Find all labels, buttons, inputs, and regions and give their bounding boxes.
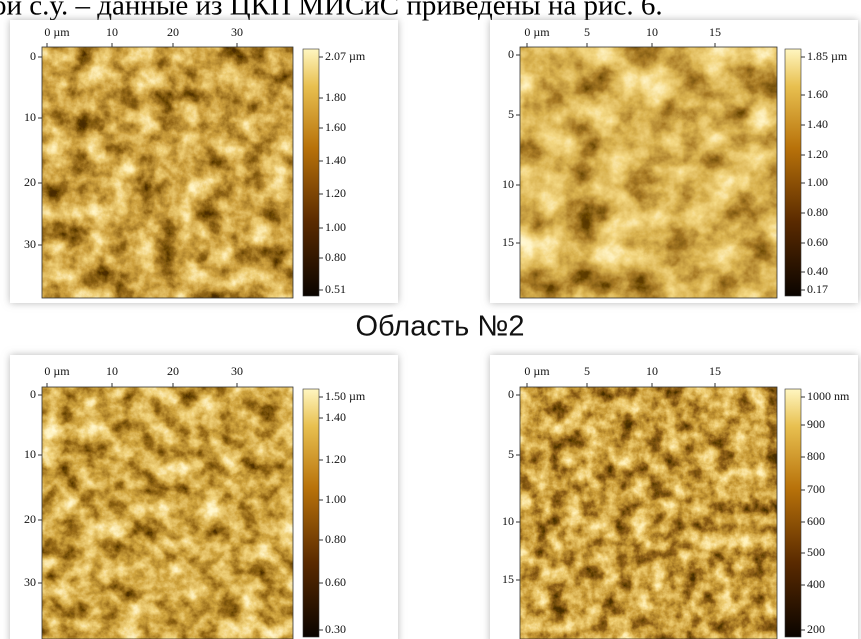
- colorbar-label: 200: [807, 622, 825, 636]
- colorbar-label: 0.60: [325, 575, 346, 589]
- afm-image: [520, 47, 777, 298]
- x-tick-label: 10: [106, 364, 118, 378]
- afm-image: [42, 387, 293, 639]
- y-tick-label: 10: [502, 514, 514, 528]
- colorbar-label: 400: [807, 577, 825, 591]
- x-tick-label: 5: [584, 25, 590, 39]
- colorbar-label: 600: [807, 514, 825, 528]
- y-tick-label: 30: [24, 575, 36, 589]
- afm-image: [520, 387, 777, 639]
- x-tick-label: 0 µm: [44, 364, 70, 378]
- colorbar-label: 0.30: [325, 622, 346, 636]
- y-tick-label: 20: [24, 512, 36, 526]
- colorbar: [303, 389, 319, 637]
- x-tick-label: 0 µm: [524, 364, 550, 378]
- colorbar-label: 1.20: [325, 186, 346, 200]
- figure: ои с.у. – данные из ЦКП МИСиС приведены …: [0, 0, 861, 639]
- colorbar-label: 0.80: [807, 205, 828, 219]
- region-title: Область №2: [355, 311, 524, 343]
- colorbar: [303, 49, 319, 296]
- colorbar-label: 500: [807, 545, 825, 559]
- colorbar-label: 800: [807, 449, 825, 463]
- colorbar-label: 0.40: [807, 264, 828, 278]
- colorbar-label: 0.60: [807, 235, 828, 249]
- y-tick-label: 5: [508, 447, 514, 461]
- colorbar-label: 900: [807, 417, 825, 431]
- colorbar-label: 2.07 µm: [325, 49, 366, 63]
- afm-image: [42, 47, 293, 298]
- colorbar: [785, 49, 801, 296]
- colorbar-label: 1.20: [807, 147, 828, 161]
- x-tick-label: 0 µm: [44, 25, 70, 39]
- afm-panel: 0 µm 5 10 15 0 5 10 15 1000 nm 900 800 700 600 500 400…: [490, 355, 858, 639]
- colorbar: [785, 389, 801, 637]
- colorbar-label: 0.17: [807, 282, 828, 296]
- x-tick-label: 10: [106, 25, 118, 39]
- x-tick-label: 30: [231, 364, 243, 378]
- colorbar-label: 1.80: [325, 90, 346, 104]
- colorbar-label: 1000 nm: [807, 389, 850, 403]
- colorbar-label: 0.80: [325, 250, 346, 264]
- y-tick-label: 15: [502, 235, 514, 249]
- y-tick-label: 10: [502, 177, 514, 191]
- colorbar-label: 1.60: [807, 87, 828, 101]
- y-tick-label: 20: [24, 175, 36, 189]
- y-tick-label: 30: [24, 237, 36, 251]
- colorbar-label: 1.50 µm: [325, 389, 366, 403]
- colorbar-label: 1.00: [325, 220, 346, 234]
- afm-panel: 0 µm 10 20 30 0 10 20 30 2.07 µm 1.80 1.60 1.40 1.20…: [10, 20, 398, 303]
- y-tick-label: 0: [30, 49, 36, 63]
- colorbar-label: 1.85 µm: [807, 49, 848, 63]
- colorbar-label: 700: [807, 482, 825, 496]
- colorbar-label: 1.60: [325, 120, 346, 134]
- y-tick-label: 10: [24, 110, 36, 124]
- x-tick-label: 30: [231, 25, 243, 39]
- colorbar-label: 1.40: [325, 410, 346, 424]
- y-tick-label: 10: [24, 447, 36, 461]
- x-tick-label: 0 µm: [524, 25, 550, 39]
- afm-panel: 0 µm 10 20 30 0 10 20 30 1.50 µm 1.40 1.20 1.00 0.80…: [10, 355, 398, 639]
- y-tick-label: 0: [30, 387, 36, 401]
- x-tick-label: 15: [709, 364, 721, 378]
- colorbar-label: 1.40: [807, 117, 828, 131]
- x-tick-label: 20: [167, 364, 179, 378]
- x-tick-label: 5: [584, 364, 590, 378]
- colorbar-label: 1.00: [325, 492, 346, 506]
- colorbar-label: 0.80: [325, 532, 346, 546]
- y-tick-label: 15: [502, 572, 514, 586]
- afm-panel: 0 µm 5 10 15 0 5 10 15 1.85 µm 1.60 1.40 1.20 1.00 0.…: [490, 20, 858, 303]
- colorbar-label: 0.51: [325, 282, 346, 296]
- y-tick-label: 0: [508, 47, 514, 61]
- caption-fragment: ои с.у. – данные из ЦКП МИСиС приведены …: [0, 0, 663, 22]
- x-tick-label: 20: [167, 25, 179, 39]
- y-tick-label: 5: [508, 107, 514, 121]
- x-tick-label: 10: [646, 25, 658, 39]
- x-tick-label: 10: [646, 364, 658, 378]
- y-tick-label: 0: [508, 387, 514, 401]
- colorbar-label: 1.00: [807, 175, 828, 189]
- colorbar-label: 1.40: [325, 153, 346, 167]
- x-tick-label: 15: [709, 25, 721, 39]
- colorbar-label: 1.20: [325, 452, 346, 466]
